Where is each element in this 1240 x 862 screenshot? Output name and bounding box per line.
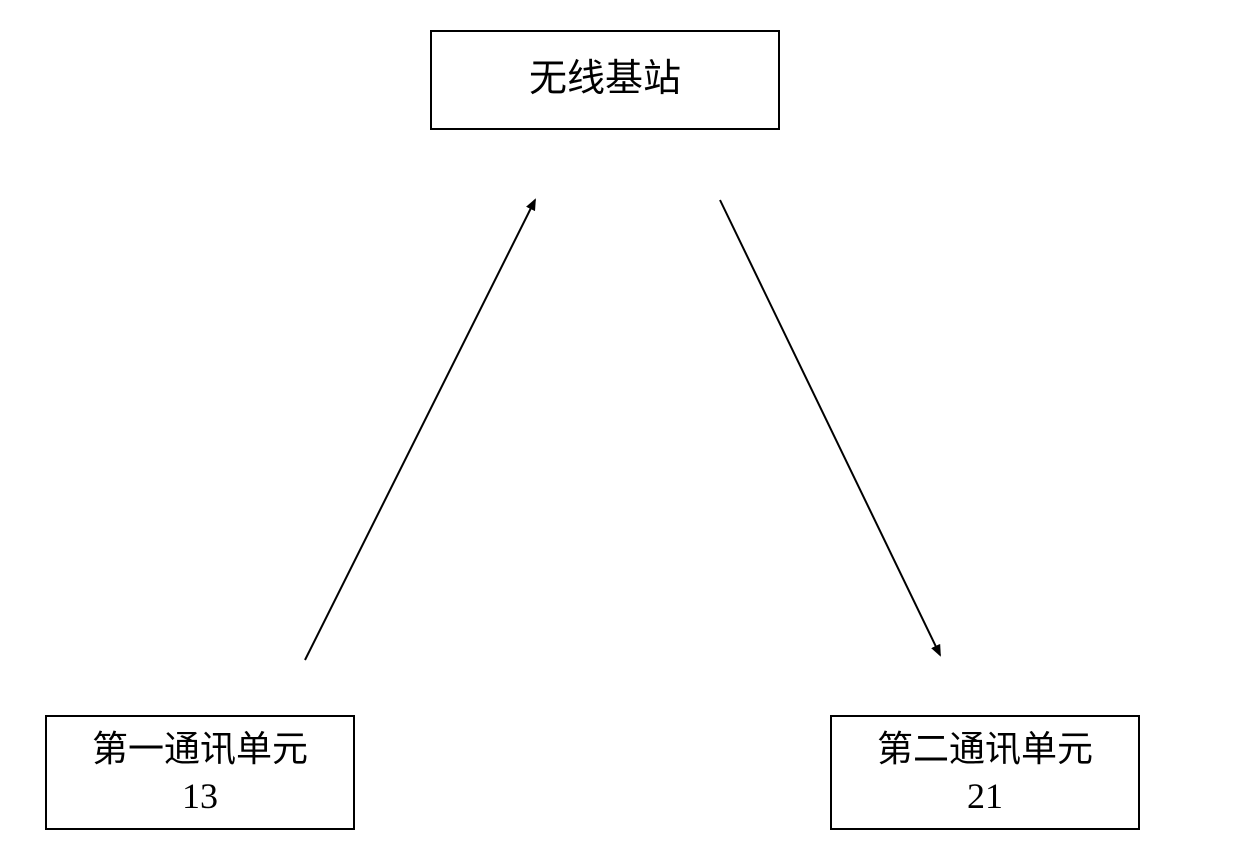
- node-second-comm-unit: 第二通讯单元 21: [830, 715, 1140, 830]
- node-base-station: 无线基站: [430, 30, 780, 130]
- diagram-container: 无线基站 第一通讯单元 13 第二通讯单元 21: [0, 0, 1240, 862]
- node-label: 无线基站: [529, 55, 681, 104]
- node-number: 21: [967, 773, 1003, 820]
- node-first-comm-unit: 第一通讯单元 13: [45, 715, 355, 830]
- edge-left-to-top: [305, 200, 535, 660]
- node-number: 13: [182, 773, 218, 820]
- node-label: 第二通讯单元: [877, 726, 1093, 773]
- node-label: 第一通讯单元: [92, 726, 308, 773]
- edge-top-to-right: [720, 200, 940, 655]
